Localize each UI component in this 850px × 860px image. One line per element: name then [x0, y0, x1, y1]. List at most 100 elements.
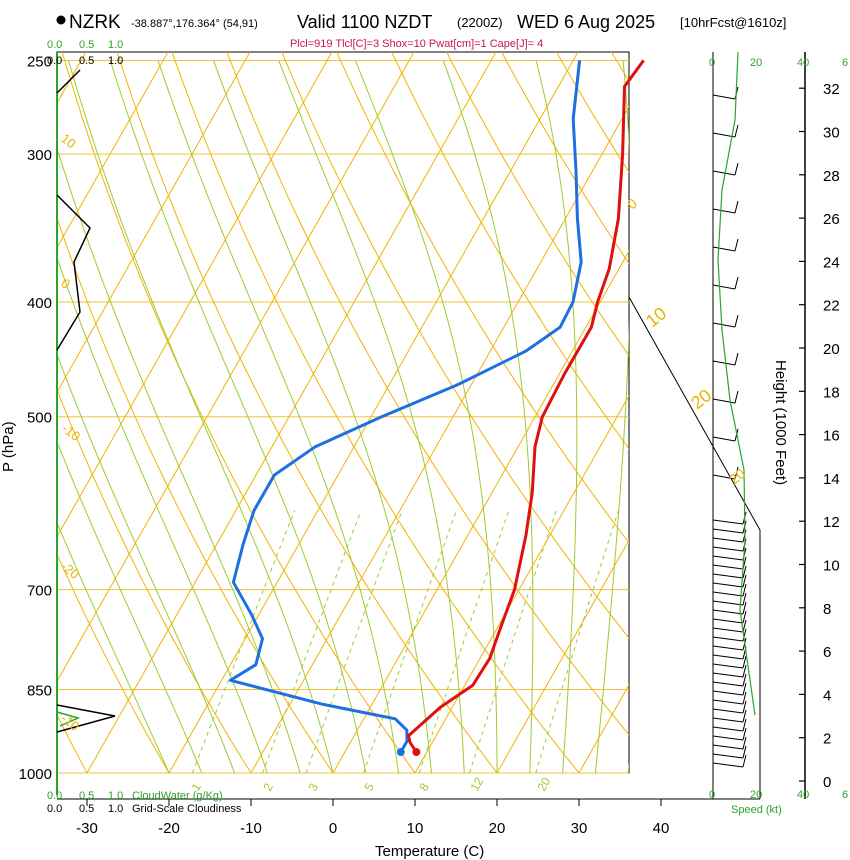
temperature-axis-ticks: -30 -20 -10 0 10 20 30 40 [76, 799, 669, 837]
isotherm-10 [414, 394, 629, 773]
height-tick-6: 6 [823, 644, 831, 661]
height-tick-20: 20 [823, 341, 840, 358]
cloudwater-label: CloudWater (g/Kg) [132, 790, 223, 802]
valid-utc: (2200Z) [457, 15, 503, 30]
mixing-ratio-1 [192, 510, 296, 773]
wind-barb [712, 753, 744, 759]
dry-adiabat-120 [659, 40, 850, 799]
temperature-tick--30: -30 [76, 820, 98, 837]
mixing-ratio-label-8: 8 [416, 780, 432, 793]
moist-adiabat--4 [57, 146, 301, 773]
wind-barb [712, 246, 736, 252]
height-tick-8: 8 [823, 601, 831, 618]
wind-barb [712, 537, 744, 543]
valid-date: WED 6 Aug 2025 [517, 12, 655, 32]
surface-dewpoint-point [396, 748, 405, 757]
moist-adiabat-12 [213, 60, 432, 773]
wind-barb-flag [734, 276, 739, 290]
dry-adiabat-50 [281, 52, 629, 640]
wind-barbs [712, 86, 747, 768]
isotherm--40 [57, 52, 415, 683]
cloudwater-tick-2-top: 1.0 [108, 39, 123, 51]
height-tick-18: 18 [823, 384, 840, 401]
speed-tick-20-bottom: 20 [750, 789, 762, 801]
wind-barb-flag [734, 352, 739, 366]
wind-barb-flag [742, 709, 747, 723]
wind-barb-flag [742, 628, 747, 642]
dry-adiabat-30 [171, 52, 580, 773]
wind-barb-flag [742, 700, 747, 714]
cloudiness-tick-2-bottom: 1.0 [108, 803, 123, 815]
wind-barb [712, 699, 744, 705]
cloudiness-tick-1-top: 0.5 [79, 55, 94, 67]
isotherm-label-0-left: 0 [58, 276, 73, 292]
wind-barb-flag [734, 466, 739, 480]
wind-barb [712, 717, 744, 723]
isotherm-20 [496, 539, 629, 773]
dry-adiabat-0 [57, 216, 334, 773]
temperature-tick-0: 0 [329, 820, 337, 837]
mixing-ratio-8 [418, 510, 510, 773]
height-axis-label: Height (1000 Feet) [772, 360, 789, 485]
wind-barb [712, 627, 744, 633]
moist-adiabat-28 [535, 60, 578, 773]
wind-barb [712, 564, 744, 570]
pressure-axis-label: P (hPa) [0, 421, 17, 472]
speed-tick-40-bottom: 40 [797, 789, 809, 801]
dry-adiabat-70 [391, 52, 629, 450]
wind-barb [712, 208, 736, 214]
isotherm-label-10-left: 10 [58, 131, 79, 152]
isotherm-0 [332, 250, 629, 773]
height-tick-2: 2 [823, 731, 831, 748]
mixing-ratio-label-5: 5 [361, 780, 377, 793]
wind-barb [712, 609, 744, 615]
isotherm--20 [168, 52, 579, 773]
pressure-tick-850: 850 [27, 682, 52, 699]
mixing-ratio-5 [363, 510, 457, 773]
height-tick-28: 28 [823, 168, 840, 185]
height-tick-12: 12 [823, 514, 840, 531]
wind-barb [712, 762, 744, 768]
wind-barb [712, 744, 744, 750]
height-tick-10: 10 [823, 558, 840, 575]
cloudiness-trace-upper [56, 69, 81, 94]
moist-adiabat-4 [109, 60, 367, 773]
temperature-tick--10: -10 [240, 820, 262, 837]
dry-adiabat--10 [57, 388, 252, 773]
wind-barb [712, 735, 744, 741]
cloudiness-tick-0-bottom: 0.0 [47, 803, 62, 815]
speed-tick-0-top: 0 [709, 57, 715, 69]
station-name: NZRK [69, 12, 121, 33]
temperature-tick--20: -20 [158, 820, 180, 837]
wind-speed-profile [717, 51, 756, 716]
wind-barb-flag [742, 583, 747, 597]
temperature-tick-10: 10 [407, 820, 424, 837]
moist-adiabat-36 [627, 762, 629, 773]
wind-barb-flag [742, 601, 747, 615]
wind-barb-flag [742, 673, 747, 687]
wind-barb [712, 708, 744, 714]
isotherm--10 [250, 105, 629, 773]
temperature-tick-20: 20 [489, 820, 506, 837]
wind-barb [712, 654, 744, 660]
pressure-tick-250: 250 [27, 53, 52, 70]
wind-barb [712, 284, 736, 290]
wind-barb [712, 582, 744, 588]
speed-tick-6-top: 6 [842, 57, 848, 69]
wind-barb [712, 132, 736, 138]
dry-adiabat-20 [116, 52, 498, 773]
mixing-ratio-label-2: 2 [260, 780, 276, 793]
height-tick-26: 26 [823, 211, 840, 228]
moist-adiabat-0 [68, 60, 334, 773]
isotherm-label-0-right: 0 [624, 195, 640, 213]
speed-tick-6-bottom: 6 [842, 789, 848, 801]
temperature-tick-40: 40 [653, 820, 670, 837]
wind-barb [712, 528, 744, 534]
height-tick-32: 32 [823, 81, 840, 98]
pressure-axis-ticks: 250 300 400 500 700 850 1000 [19, 53, 52, 783]
valid-time: Valid 1100 NZDT [297, 12, 432, 32]
height-tick-14: 14 [823, 471, 840, 488]
wind-barb [712, 591, 744, 597]
dry-adiabat--40 [0, 40, 17, 799]
